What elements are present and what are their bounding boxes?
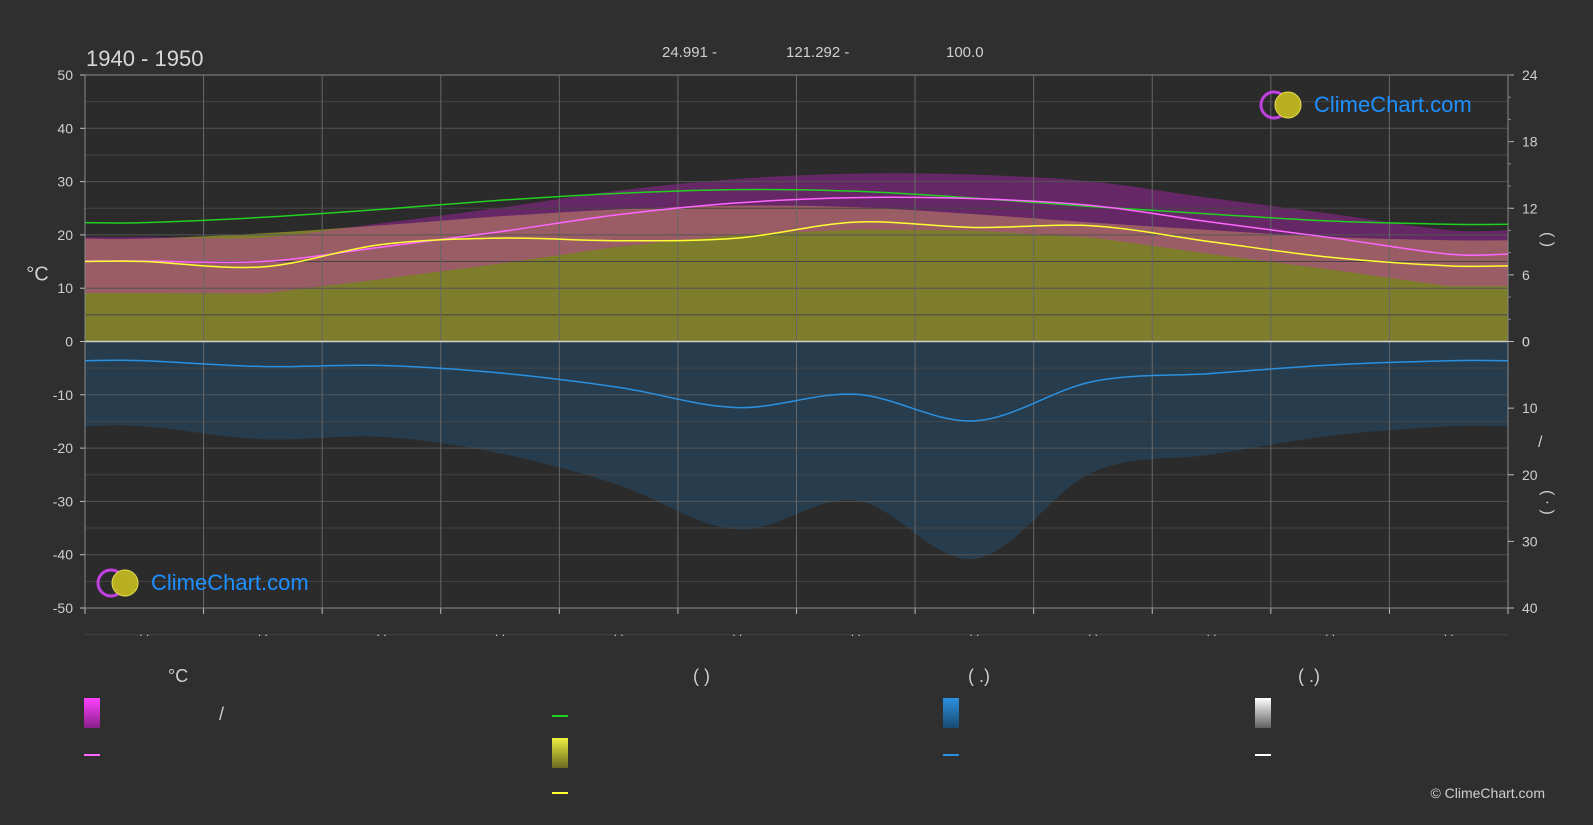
x-tick-label: . . [1088, 625, 1098, 639]
legend-rain-line [943, 754, 959, 756]
x-tick-label: . . [1325, 625, 1335, 639]
y-tick-label: 30 [57, 174, 73, 190]
y2-tick-label: 18 [1522, 134, 1538, 150]
legend-rain-swatch [943, 698, 959, 728]
latitude-label: 24.991 - [662, 44, 718, 61]
elevation-label: 100.0 [946, 44, 984, 61]
legend-snow-head: ( .) [1298, 666, 1320, 686]
x-tick-label: . . [851, 625, 861, 639]
logo-text: ClimeChart.com [151, 570, 309, 595]
y2-tick-label: 0 [1522, 334, 1530, 350]
x-tick-label: . . [376, 625, 386, 639]
y2-tick-label: 12 [1522, 200, 1538, 216]
legend-temp-head: °C [168, 666, 189, 686]
y-tick-label: -40 [53, 547, 73, 563]
rain-line [84, 359, 1509, 422]
y2-tick-label: 40 [1522, 600, 1538, 616]
y-tick-label: -10 [53, 387, 73, 403]
y2-tick-label: 24 [1522, 67, 1538, 83]
legend-snow-line [1255, 754, 1271, 756]
right-axis-label-lower: ( · ) [1539, 490, 1556, 515]
y-axis-label: °C [26, 263, 49, 286]
y-tick-label: 10 [57, 280, 73, 296]
x-tick-label: . . [614, 625, 624, 639]
sunshine-line [84, 221, 1509, 269]
legend-snow-swatch [1255, 698, 1271, 728]
x-tick-label: . . [495, 625, 505, 639]
climechart-logo-icon [1259, 90, 1302, 120]
legend-sun-head: ( ) [693, 666, 710, 686]
x-tick-label: . . [1444, 625, 1454, 639]
x-tick-label: . . [258, 625, 268, 639]
legend-temp-sep: / [219, 704, 225, 724]
right-axis-label-mid: / [1538, 434, 1543, 451]
legend-temp-mean-line [84, 754, 100, 756]
y-tick-label: 40 [57, 120, 73, 136]
y-tick-label: 50 [57, 67, 73, 83]
longitude-label: 121.292 - [786, 44, 850, 61]
legend-temp-range-swatch [84, 698, 100, 728]
y2-tick-label: 30 [1522, 533, 1538, 549]
copyright: © ClimeChart.com [1430, 785, 1545, 801]
legend-daylight-line [552, 715, 568, 717]
y2-tick-label: 0 [1522, 334, 1530, 350]
temp_mean-line [84, 196, 1509, 264]
y2-tick-label: 10 [1522, 400, 1538, 416]
daylight-line [84, 188, 1509, 226]
x-tick-label: . . [732, 625, 742, 639]
right-axis-label-upper: ( ) [1539, 232, 1556, 248]
chart-title: 1940 - 1950 [86, 46, 204, 71]
y-tick-label: -20 [53, 440, 73, 456]
climechart-logo-icon [96, 568, 139, 598]
y-tick-label: 20 [57, 227, 73, 243]
y2-tick-label: 6 [1522, 267, 1530, 283]
y-tick-label: -30 [53, 493, 73, 509]
y-tick-label: -50 [53, 600, 73, 616]
x-tick-label: . . [139, 625, 149, 639]
legend-rain-head: ( .) [968, 666, 990, 686]
y2-tick-label: 20 [1522, 467, 1538, 483]
logo-text: ClimeChart.com [1314, 92, 1472, 117]
y-tick-label: 0 [65, 334, 73, 350]
legend-sunshine-line [552, 792, 568, 794]
x-tick-label: . . [969, 625, 979, 639]
x-tick-label: . . [1207, 625, 1217, 639]
legend-sunshine-swatch [552, 738, 568, 768]
